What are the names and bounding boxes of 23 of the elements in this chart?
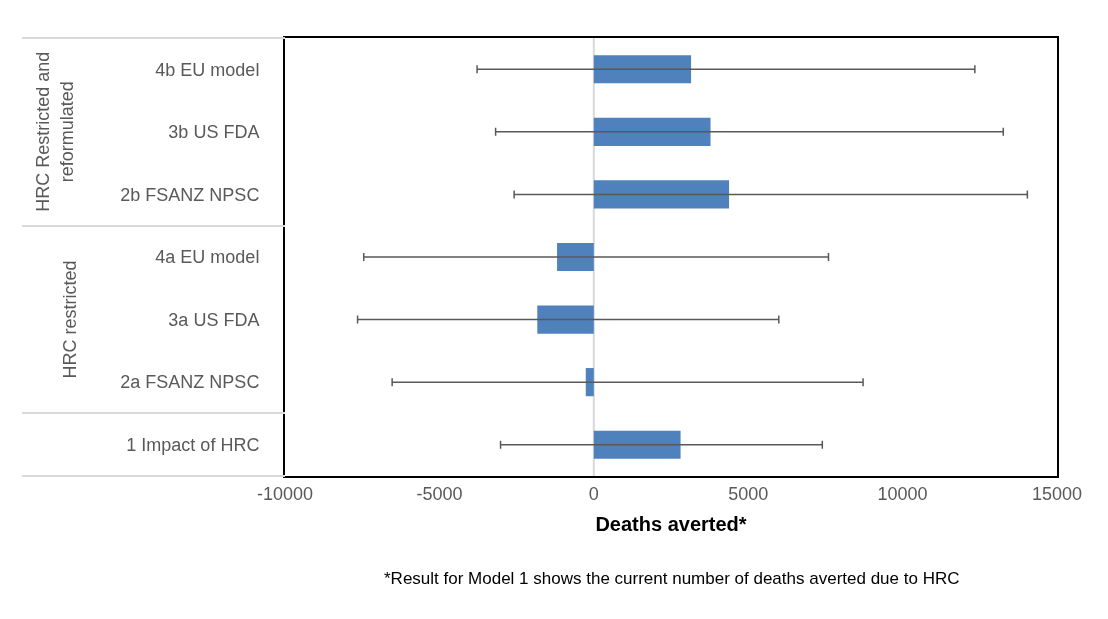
y-tick-label: 4b EU model [155, 59, 260, 80]
bar [537, 305, 594, 334]
text: *Result for Model 1 shows the current number of deaths averted due to HRC [384, 569, 960, 588]
y-tick-label: 2a FSANZ NPSC [120, 372, 260, 393]
x-tick-label: -5000 [416, 483, 463, 504]
bar [593, 117, 711, 146]
bar [593, 430, 681, 459]
y-tick-label: 1 Impact of HRC [126, 435, 260, 456]
bar [585, 368, 594, 397]
x-tick-label: 15000 [1031, 483, 1083, 504]
bar [593, 180, 730, 209]
y-tick-label: 2b FSANZ NPSC [120, 184, 260, 205]
y-tick-label: 4a EU model [155, 247, 260, 268]
x-tick-label: -10000 [256, 483, 314, 504]
bar [593, 55, 692, 84]
x-tick-label: 5000 [728, 483, 769, 504]
y-tick-label: 3b US FDA [168, 122, 260, 143]
text: HRC restricted [60, 260, 81, 379]
x-tick-label: 10000 [877, 483, 928, 504]
x-axis-title: Deaths averted* [595, 512, 747, 535]
text: HRC Restricted and reformulated [33, 51, 77, 212]
y-tick-label: 3a US FDA [168, 309, 260, 330]
x-tick-label: 0 [588, 483, 599, 504]
